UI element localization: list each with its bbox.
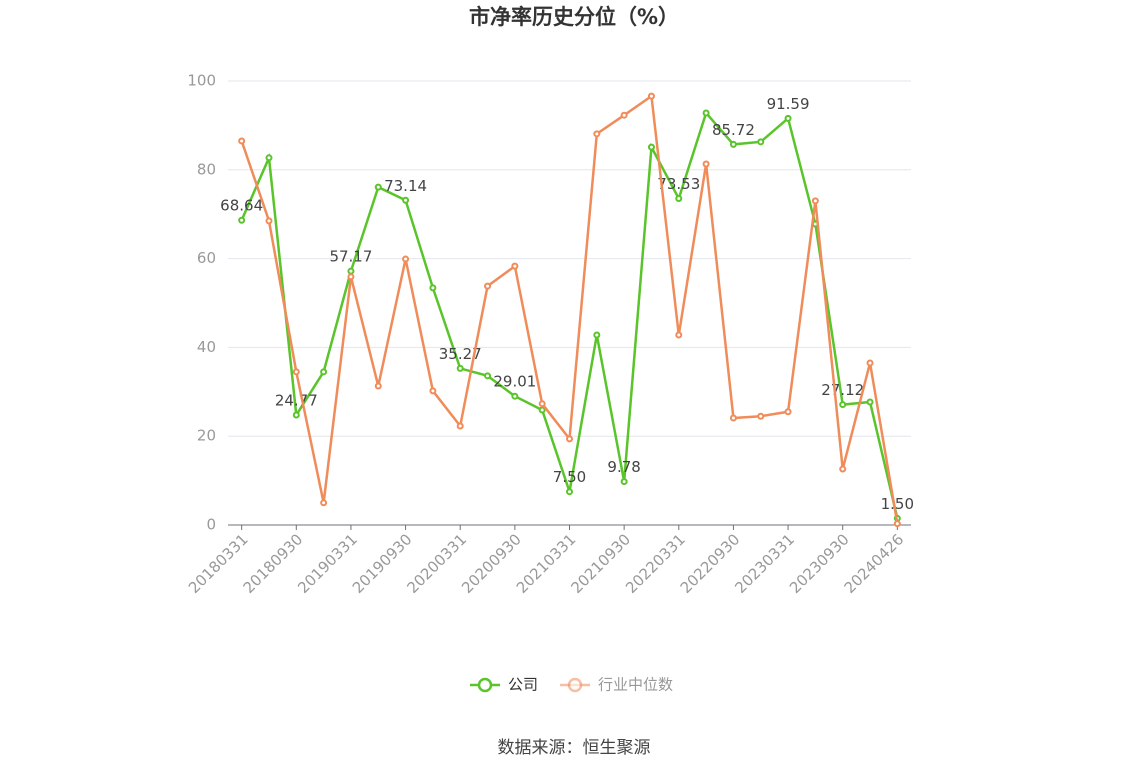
point [484, 282, 492, 290]
point [238, 137, 246, 145]
data-label: 91.59 [767, 95, 810, 113]
point [784, 114, 792, 122]
point [675, 195, 683, 203]
point [620, 478, 628, 486]
data-label: 24.77 [275, 392, 318, 410]
point [757, 138, 765, 146]
point [702, 160, 710, 168]
point [511, 262, 519, 270]
point [320, 499, 328, 507]
point [811, 197, 819, 205]
data-label: 73.53 [657, 175, 700, 193]
point [484, 372, 492, 380]
y-tick-label: 100 [187, 72, 216, 90]
point [893, 520, 901, 528]
y-tick-label: 20 [197, 427, 216, 445]
point [538, 406, 546, 414]
point [675, 331, 683, 339]
point [566, 488, 573, 496]
data-label: 57.17 [329, 248, 372, 266]
point [402, 196, 410, 204]
point [866, 398, 874, 406]
point [729, 140, 737, 148]
point [757, 412, 765, 420]
data-label: 29.01 [493, 373, 536, 391]
point [866, 359, 874, 367]
chart-title: 市净率历史分位（%） [469, 5, 679, 29]
x-tick-label: 20240426 [841, 530, 908, 597]
point [566, 435, 573, 443]
data-label: 68.64 [220, 197, 263, 215]
point [620, 111, 628, 119]
point [538, 400, 546, 408]
y-tick-label: 40 [197, 338, 216, 356]
point [456, 364, 464, 372]
legend-marker [567, 677, 583, 693]
y-tick-label: 60 [197, 249, 216, 267]
data-label: 85.72 [712, 121, 755, 139]
data-label: 1.50 [881, 495, 914, 513]
point [593, 331, 601, 339]
point [839, 465, 847, 473]
data-label: 73.14 [384, 177, 427, 195]
point [374, 183, 382, 191]
legend-marker [477, 677, 493, 693]
point [265, 154, 273, 162]
data-label: 7.50 [553, 468, 586, 486]
point [292, 411, 300, 419]
point [320, 368, 328, 376]
data-label: 35.27 [439, 345, 482, 363]
point [374, 382, 382, 390]
data-label: 9.78 [607, 458, 640, 476]
point [593, 130, 601, 138]
y-tick-label: 0 [206, 516, 216, 534]
point [292, 368, 300, 376]
source: 数据来源：恒生聚源 [498, 738, 651, 758]
line [240, 110, 899, 519]
point [347, 273, 355, 281]
point [429, 387, 437, 395]
point [347, 267, 355, 275]
legend-label: 公司 [508, 676, 538, 694]
point [402, 255, 410, 263]
legend-item: 公司 [470, 676, 538, 694]
point [702, 109, 710, 117]
point [265, 217, 273, 225]
point [647, 143, 655, 151]
point [839, 401, 847, 409]
point [511, 392, 519, 400]
point [456, 422, 464, 430]
point [784, 408, 792, 416]
point [647, 92, 655, 100]
data-label: 27.12 [821, 381, 864, 399]
point [429, 284, 437, 292]
legend-label: 行业中位数 [598, 676, 673, 694]
y-tick-label: 80 [197, 160, 216, 178]
point [238, 216, 246, 224]
legend-item: 行业中位数 [560, 676, 673, 694]
point [729, 414, 737, 422]
